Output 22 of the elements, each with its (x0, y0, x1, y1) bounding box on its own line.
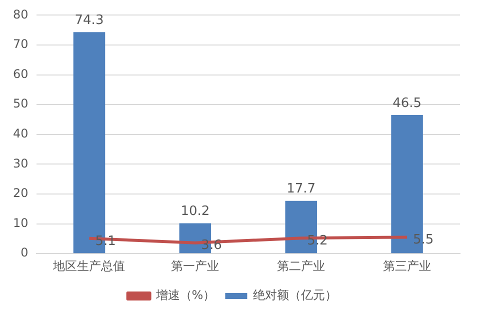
y-tick-label: 30 (12, 156, 28, 170)
legend-label: 增速（%） (154, 288, 216, 302)
data-label: 17.7 (286, 182, 316, 197)
y-tick-label: 80 (12, 7, 28, 22)
y-tick-label: 10 (12, 216, 28, 230)
y-tick-label: 70 (12, 37, 28, 52)
y-tick-label: 40 (12, 126, 28, 141)
y-tick-label: 50 (12, 96, 28, 111)
data-label: 46.5 (392, 96, 422, 111)
x-tick-label: 第一产业 (171, 258, 220, 273)
data-label: 3.6 (201, 238, 222, 254)
data-label: 5.1 (95, 234, 116, 249)
legend-label: 绝对额（亿元） (253, 288, 338, 302)
data-label: 74.3 (74, 13, 104, 28)
data-label: 10.2 (180, 204, 210, 220)
x-tick-label: 第三产业 (383, 258, 432, 273)
y-tick-label: 60 (12, 66, 28, 81)
data-label: 5.2 (307, 233, 328, 248)
y-tick-label: 20 (12, 186, 28, 200)
y-tick-label: 0 (20, 246, 28, 260)
x-tick-label: 第二产业 (277, 258, 326, 273)
x-tick-label: 地区生产总值 (52, 258, 126, 273)
